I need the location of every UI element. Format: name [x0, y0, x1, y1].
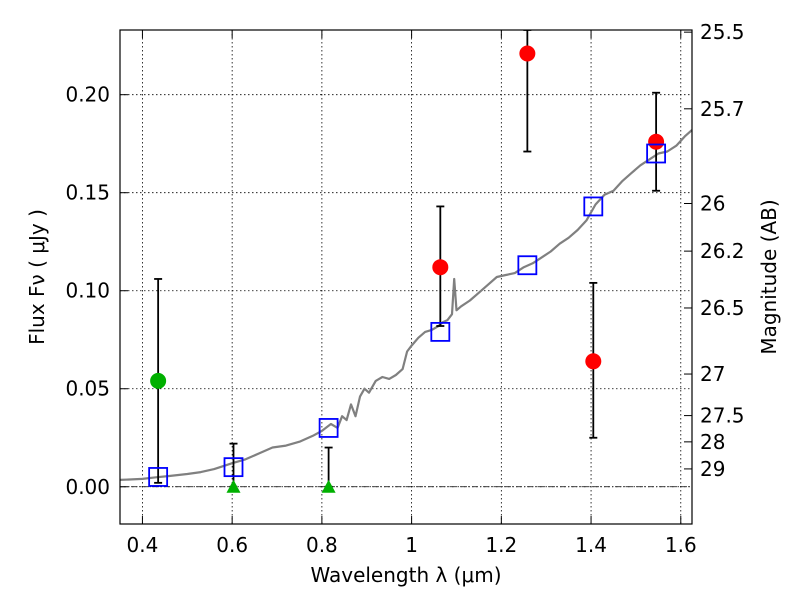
- magnitude-tick-label: 26: [700, 191, 725, 215]
- model-photometry-square: [318, 418, 339, 438]
- data-point-circle: [432, 259, 449, 276]
- x-tick-label: 0.8: [306, 533, 338, 557]
- x-tick-label: 1.2: [485, 533, 517, 557]
- data-point-circle: [585, 353, 602, 370]
- series-layer: [120, 30, 692, 493]
- magnitude-tick-label: 29: [700, 457, 725, 481]
- x-tick-label: 0.6: [216, 533, 248, 557]
- magnitude-tick-label: 27.5: [700, 404, 745, 428]
- model-spectrum-line: [120, 129, 692, 481]
- x-tick-label: 1.4: [575, 533, 607, 557]
- model-photometry-square: [223, 457, 244, 478]
- model-photometry-square: [517, 255, 538, 276]
- y-axis-right-label: Magnitude (AB): [757, 199, 781, 354]
- grid-lines: [120, 30, 692, 524]
- model-photometry-square: [148, 467, 169, 487]
- magnitude-tick-label: 27: [700, 362, 725, 386]
- magnitude-tick-label: 25.7: [700, 97, 745, 121]
- y-tick-label: 0.00: [65, 475, 110, 499]
- y-tick-label: 0.10: [65, 279, 110, 303]
- x-tick-label: 1.6: [665, 533, 697, 557]
- magnitude-tick-label: 26.2: [700, 239, 745, 263]
- x-axis-label: Wavelength λ (μm): [310, 563, 501, 587]
- model-photometry-square: [646, 143, 667, 164]
- model-photometry-square: [430, 321, 451, 342]
- y-axis-label: Flux Fν ( μJy ): [25, 209, 49, 345]
- data-point-circle: [648, 133, 665, 150]
- y-tick-label: 0.20: [65, 83, 110, 107]
- upper-limit-triangle: [226, 479, 241, 493]
- magnitude-tick-label: 26.5: [700, 296, 745, 320]
- axis-ticks: 0.4 0.6 0.8 1 1.2 1.4 1.6 0.00 0.05 0.10 0.15 0.20 2…: [65, 20, 744, 557]
- y-tick-label: 0.15: [65, 181, 110, 205]
- upper-limit-triangle: [321, 479, 336, 493]
- plot-frame: [119, 29, 693, 525]
- x-tick-label: 0.4: [127, 533, 159, 557]
- data-point-circle: [150, 372, 167, 389]
- y-tick-label: 0.05: [65, 377, 110, 401]
- data-point-circle: [519, 45, 536, 62]
- magnitude-tick-label: 28: [700, 430, 725, 454]
- model-photometry-square: [583, 196, 604, 217]
- x-tick-label: 1: [405, 533, 418, 557]
- magnitude-tick-label: 25.5: [700, 20, 745, 44]
